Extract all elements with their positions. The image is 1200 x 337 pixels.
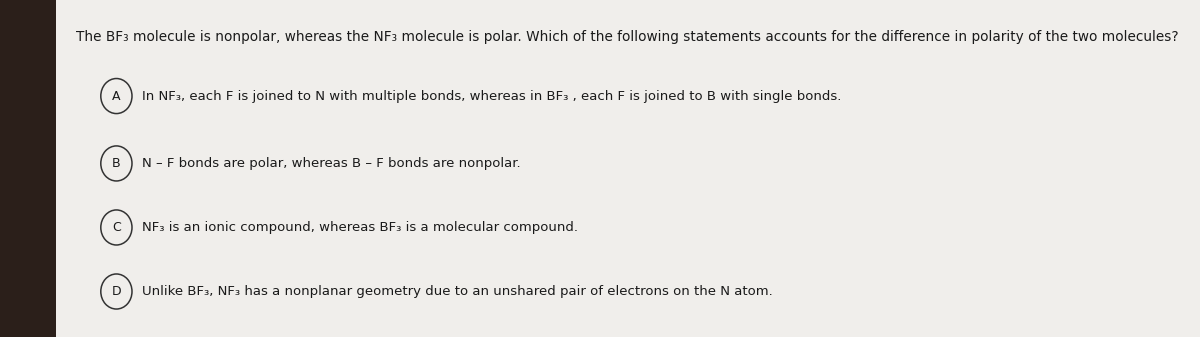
Text: D: D: [112, 285, 121, 298]
Text: N – F bonds are polar, whereas B – F bonds are nonpolar.: N – F bonds are polar, whereas B – F bon…: [142, 157, 521, 170]
Ellipse shape: [101, 210, 132, 245]
Text: A: A: [112, 90, 121, 102]
Text: NF₃ is an ionic compound, whereas BF₃ is a molecular compound.: NF₃ is an ionic compound, whereas BF₃ is…: [142, 221, 577, 234]
Text: C: C: [112, 221, 121, 234]
Text: In NF₃, each F is joined to N with multiple bonds, whereas in BF₃ , each F is jo: In NF₃, each F is joined to N with multi…: [142, 90, 841, 102]
Text: Unlike BF₃, NF₃ has a nonplanar geometry due to an unshared pair of electrons on: Unlike BF₃, NF₃ has a nonplanar geometry…: [142, 285, 773, 298]
Ellipse shape: [101, 79, 132, 114]
Text: B: B: [112, 157, 121, 170]
Ellipse shape: [101, 146, 132, 181]
Text: The BF₃ molecule is nonpolar, whereas the NF₃ molecule is polar. Which of the fo: The BF₃ molecule is nonpolar, whereas th…: [76, 30, 1178, 44]
FancyBboxPatch shape: [0, 0, 56, 337]
Ellipse shape: [101, 274, 132, 309]
